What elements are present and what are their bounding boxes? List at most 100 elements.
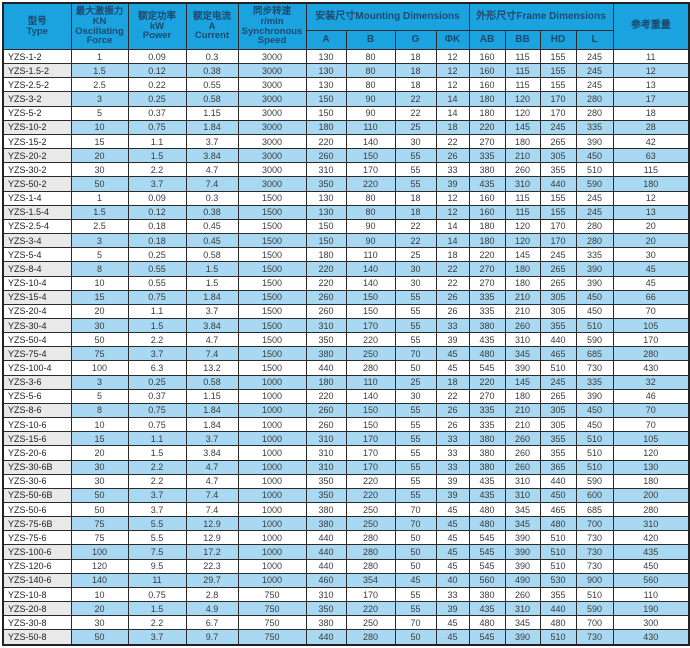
cell-a: 350 bbox=[305, 176, 347, 192]
cell-power: 0.12 bbox=[127, 204, 187, 220]
cell-speed: 3000 bbox=[237, 133, 307, 150]
cell-l: 335 bbox=[575, 247, 614, 263]
table-row: YZS-10-8 10 0.75 2.8 750 310 170 55 33 380 260 355 5… bbox=[2, 586, 690, 603]
cell-speed: 750 bbox=[237, 601, 307, 617]
cell-force: 30 bbox=[70, 473, 129, 489]
cell-type: YZS-1-4 bbox=[2, 190, 72, 206]
cell-a: 180 bbox=[305, 374, 347, 390]
cell-type: YZS-3-2 bbox=[2, 91, 72, 107]
cell-bb: 210 bbox=[504, 289, 541, 305]
cell-speed: 1500 bbox=[237, 303, 307, 319]
cell-phik: 45 bbox=[435, 615, 470, 631]
cell-ab: 220 bbox=[468, 119, 506, 135]
cell-bb: 345 bbox=[504, 615, 541, 631]
cell-phik: 14 bbox=[435, 218, 470, 235]
cell-current: 0.58 bbox=[185, 374, 239, 390]
header-oscillating-force: 最大激振力KN Oscillating Force bbox=[70, 2, 129, 50]
cell-bb: 260 bbox=[504, 459, 541, 475]
cell-force: 20 bbox=[70, 148, 129, 164]
cell-a: 150 bbox=[305, 91, 347, 107]
cell-current: 7.4 bbox=[185, 487, 239, 504]
cell-l: 730 bbox=[575, 360, 614, 376]
cell-weight: 70 bbox=[612, 303, 690, 319]
cell-a: 150 bbox=[305, 105, 347, 121]
cell-ab: 180 bbox=[468, 91, 506, 107]
cell-g: 18 bbox=[394, 190, 437, 206]
cell-phik: 39 bbox=[435, 487, 470, 504]
cell-hd: 510 bbox=[539, 629, 577, 646]
cell-g: 25 bbox=[394, 247, 437, 263]
cell-weight: 200 bbox=[612, 487, 690, 504]
cell-a: 260 bbox=[305, 289, 347, 305]
cell-current: 0.38 bbox=[185, 204, 239, 220]
cell-current: 12.9 bbox=[185, 516, 239, 532]
table-row: YZS-1-4 1 0.09 0.3 1500 130 80 18 12 160 115 155 245… bbox=[2, 190, 690, 206]
cell-ab: 180 bbox=[468, 105, 506, 121]
cell-phik: 45 bbox=[435, 516, 470, 532]
cell-current: 9.7 bbox=[185, 629, 239, 646]
cell-bb: 115 bbox=[504, 190, 541, 206]
cell-weight: 46 bbox=[612, 388, 690, 404]
cell-force: 3 bbox=[70, 233, 129, 249]
cell-current: 1.15 bbox=[185, 105, 239, 121]
cell-l: 280 bbox=[575, 91, 614, 107]
cell-hd: 170 bbox=[539, 91, 577, 107]
cell-power: 2.2 bbox=[127, 459, 187, 475]
cell-a: 130 bbox=[305, 77, 347, 93]
cell-type: YZS-75-4 bbox=[2, 346, 72, 362]
cell-ab: 545 bbox=[468, 558, 506, 574]
cell-b: 140 bbox=[345, 275, 396, 291]
cell-bb: 260 bbox=[504, 586, 541, 603]
table-row: YZS-1-2 1 0.09 0.3 3000 130 80 18 12 160 115 155 245… bbox=[2, 48, 690, 65]
table-row: YZS-5-2 5 0.37 1.15 3000 150 90 22 14 180 120 170 28… bbox=[2, 105, 690, 121]
header-current: 额定电流 A Current bbox=[185, 2, 239, 50]
cell-g: 55 bbox=[394, 162, 437, 178]
cell-weight: 180 bbox=[612, 176, 690, 192]
cell-bb: 115 bbox=[504, 48, 541, 65]
cell-type: YZS-10-8 bbox=[2, 586, 72, 603]
cell-l: 390 bbox=[575, 133, 614, 150]
cell-type: YZS-10-2 bbox=[2, 119, 72, 135]
table-row: YZS-100-4 100 6.3 13.2 1500 440 280 50 45 545 390 5… bbox=[2, 360, 690, 376]
cell-ab: 435 bbox=[468, 473, 506, 489]
cell-speed: 1500 bbox=[237, 289, 307, 305]
cell-b: 280 bbox=[345, 558, 396, 574]
cell-l: 510 bbox=[575, 431, 614, 447]
cell-speed: 1000 bbox=[237, 572, 307, 588]
cell-bb: 180 bbox=[504, 133, 541, 150]
cell-current: 12.9 bbox=[185, 530, 239, 546]
cell-b: 90 bbox=[345, 218, 396, 235]
cell-b: 170 bbox=[345, 162, 396, 178]
cell-l: 510 bbox=[575, 445, 614, 461]
cell-hd: 355 bbox=[539, 445, 577, 461]
cell-l: 335 bbox=[575, 374, 614, 390]
cell-ab: 545 bbox=[468, 360, 506, 376]
cell-type: YZS-15-4 bbox=[2, 289, 72, 305]
cell-a: 130 bbox=[305, 190, 347, 206]
cell-b: 250 bbox=[345, 516, 396, 532]
cell-l: 245 bbox=[575, 190, 614, 206]
cell-speed: 1500 bbox=[237, 247, 307, 263]
cell-bb: 390 bbox=[504, 360, 541, 376]
cell-current: 7.4 bbox=[185, 176, 239, 192]
table-row: YZS-20-6 20 1.5 3.84 1000 310 170 55 33 380 260 355… bbox=[2, 445, 690, 461]
cell-force: 100 bbox=[70, 360, 129, 376]
cell-bb: 115 bbox=[504, 63, 541, 79]
table-row: YZS-10-2 10 0.75 1.84 3000 180 110 25 18 220 145 24… bbox=[2, 119, 690, 135]
cell-l: 510 bbox=[575, 162, 614, 178]
cell-phik: 14 bbox=[435, 105, 470, 121]
cell-b: 280 bbox=[345, 544, 396, 560]
table-row: YZS-20-8 20 1.5 4.9 750 350 220 55 39 435 310 440 59… bbox=[2, 601, 690, 617]
header-dim-phik: ΦK bbox=[435, 30, 470, 50]
cell-g: 30 bbox=[394, 133, 437, 150]
cell-weight: 42 bbox=[612, 133, 690, 150]
cell-a: 440 bbox=[305, 360, 347, 376]
cell-current: 22.3 bbox=[185, 558, 239, 574]
cell-type: YZS-2.5-4 bbox=[2, 218, 72, 235]
cell-weight: 280 bbox=[612, 346, 690, 362]
cell-ab: 380 bbox=[468, 162, 506, 178]
cell-a: 350 bbox=[305, 601, 347, 617]
cell-a: 260 bbox=[305, 402, 347, 419]
cell-force: 75 bbox=[70, 530, 129, 546]
cell-a: 380 bbox=[305, 346, 347, 362]
